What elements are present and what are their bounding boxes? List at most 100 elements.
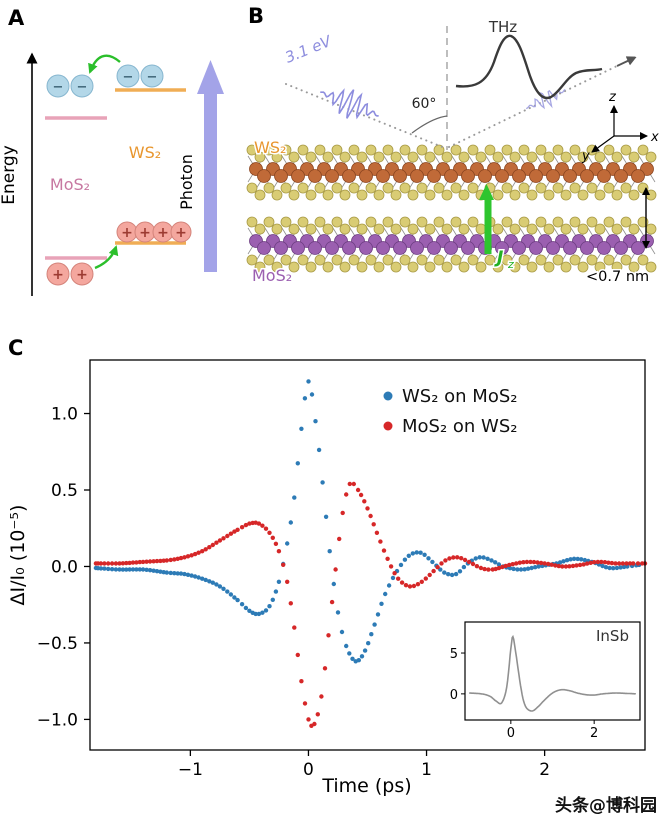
data-dot (137, 559, 142, 565)
atom (342, 169, 356, 183)
data-dot (588, 560, 593, 565)
atom (263, 182, 275, 194)
data-dot (522, 567, 527, 572)
electron-circle (140, 64, 164, 88)
data-dot (267, 530, 272, 535)
atom (631, 241, 645, 255)
data-dot (574, 563, 579, 568)
data-dot (485, 556, 490, 561)
atom (569, 182, 581, 194)
data-dot (306, 379, 311, 384)
thickness-label: <0.7 nm (586, 269, 649, 285)
data-dot (536, 564, 541, 569)
inset-x-tick-label: 0 (507, 726, 515, 741)
atom (433, 254, 445, 266)
atom (512, 241, 526, 255)
atom (577, 151, 589, 163)
data-dot (435, 565, 440, 570)
data-dot (113, 567, 119, 572)
data-dot (473, 556, 478, 561)
atom (484, 144, 496, 156)
data-dot (486, 567, 491, 572)
electron: − (116, 64, 140, 88)
data-dot (407, 584, 413, 589)
data-dot (164, 558, 169, 563)
data-dot (102, 566, 107, 571)
data-dot (214, 582, 219, 587)
atom (390, 189, 402, 201)
atom (597, 169, 611, 183)
x-tick-label: 1 (421, 760, 432, 780)
atom (628, 261, 640, 273)
data-dot (200, 576, 205, 581)
atom (263, 254, 275, 266)
data-dot (546, 561, 551, 567)
x-tick-label: 2 (539, 760, 550, 780)
atom (620, 144, 632, 156)
hole-circle (170, 221, 192, 243)
data-dot (263, 608, 269, 613)
atom (509, 261, 521, 273)
data-dot (130, 567, 136, 572)
atom (348, 216, 360, 228)
data-dot (406, 553, 411, 558)
data-dot (137, 567, 142, 572)
atom (560, 261, 572, 273)
atom (645, 189, 657, 201)
atom (467, 216, 479, 228)
atom (359, 241, 373, 255)
data-dot (571, 556, 577, 561)
atom (331, 182, 343, 194)
atom (365, 182, 377, 194)
hole: + (152, 221, 174, 243)
data-dot (418, 550, 423, 555)
crystal-lattice (246, 144, 657, 273)
data-dot (168, 570, 173, 576)
data-dot (225, 533, 230, 539)
atom (339, 151, 351, 163)
data-dot (113, 561, 119, 566)
data-dot (493, 560, 498, 565)
atom (611, 261, 623, 273)
data-dot (106, 566, 111, 572)
atom (526, 223, 538, 235)
data-dot (239, 525, 245, 530)
atom (637, 144, 649, 156)
atom (339, 223, 351, 235)
data-dot (403, 583, 409, 588)
data-dot (489, 558, 494, 563)
data-dot (134, 560, 139, 565)
atom (501, 254, 513, 266)
data-dot (451, 555, 456, 560)
data-dot (603, 565, 609, 570)
atom (631, 169, 645, 183)
atom (450, 254, 462, 266)
atom (560, 189, 572, 201)
atom (382, 144, 394, 156)
atom (518, 216, 530, 228)
atom (620, 216, 632, 228)
inset-x-tick-label: 2 (590, 726, 598, 741)
electron: − (140, 64, 164, 88)
data-dot (340, 510, 345, 516)
data-dot (383, 591, 388, 597)
data-dot (355, 487, 361, 493)
atom (373, 223, 385, 235)
data-dot (621, 564, 627, 570)
data-dot (356, 658, 361, 663)
electron-circle (46, 74, 70, 98)
atom (603, 216, 615, 228)
atom (288, 151, 300, 163)
atom (543, 151, 555, 163)
data-dot (481, 555, 486, 560)
atom (331, 144, 343, 156)
atom (594, 261, 606, 273)
data-dot (529, 565, 534, 571)
atom (246, 254, 258, 266)
atom (291, 169, 305, 183)
interlayer-current-arrow-head (479, 184, 494, 200)
atom (291, 241, 305, 255)
atom (305, 189, 317, 201)
atom (535, 254, 547, 266)
atom (603, 144, 615, 156)
